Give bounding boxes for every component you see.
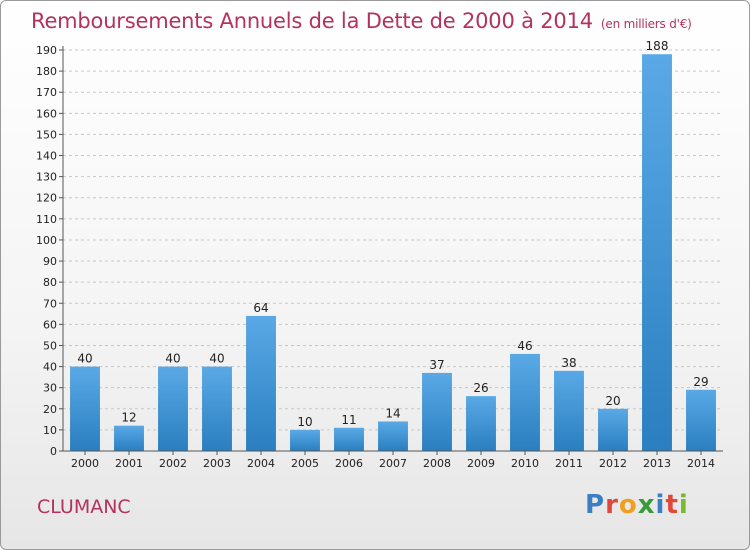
data-label-2008: 37	[429, 358, 444, 372]
x-tick-label-2005: 2005	[291, 457, 319, 470]
x-tick-label-2000: 2000	[71, 457, 99, 470]
bar-2010	[510, 353, 540, 451]
data-label-2013: 188	[646, 39, 669, 53]
data-label-2003: 40	[209, 352, 224, 366]
y-tick-label: 60	[43, 318, 57, 331]
commune-name: CLUMANC	[37, 496, 131, 518]
bar-2008	[422, 372, 452, 451]
x-tick-label-2001: 2001	[115, 457, 143, 470]
x-axis: 2000 2001 2002 2003 2004 2005 2006 2007 2008 2009…	[63, 450, 723, 470]
y-tick-label: 170	[36, 86, 57, 99]
x-tick-label-2012: 2012	[599, 457, 627, 470]
data-label-2009: 26	[473, 381, 488, 395]
x-tick-label-2007: 2007	[379, 457, 407, 470]
y-axis: 0 10 20 30 40 50 60 70 80 90 100 110 120 130 140 150 160…	[36, 44, 64, 458]
bar-2009	[466, 396, 496, 451]
y-tick-label: 40	[43, 361, 57, 374]
data-label-2006: 11	[341, 413, 356, 427]
y-tick-label: 120	[36, 192, 57, 205]
chart-unit: (en milliers d'€)	[600, 17, 692, 31]
x-tick-label-2002: 2002	[159, 457, 187, 470]
x-tick-label-2009: 2009	[467, 457, 495, 470]
data-label-2001: 12	[121, 411, 136, 425]
data-label-2002: 40	[165, 352, 180, 366]
y-tick-label: 100	[36, 234, 57, 247]
y-tick-label: 50	[43, 339, 57, 352]
proxiti-logo: Proxiti	[585, 490, 689, 520]
y-tick-label: 140	[36, 150, 57, 163]
y-tick-label: 10	[43, 424, 57, 437]
bar-2001	[114, 425, 144, 451]
bar-2005	[290, 429, 320, 451]
x-tick-label-2006: 2006	[335, 457, 363, 470]
data-label-2005: 10	[297, 415, 312, 429]
bar-2003	[202, 366, 232, 451]
logo-letter: o	[618, 490, 638, 520]
data-label-2014: 29	[693, 375, 708, 389]
x-tick-label-2014: 2014	[687, 457, 715, 470]
x-tick-label-2010: 2010	[511, 457, 539, 470]
y-tick-label: 0	[50, 445, 57, 458]
y-tick-label: 30	[43, 382, 57, 395]
bar-2007	[378, 421, 408, 451]
x-tick-label-2004: 2004	[247, 457, 275, 470]
y-tick-label: 110	[36, 213, 57, 226]
y-tick-label: 70	[43, 297, 57, 310]
y-tick-label: 180	[36, 65, 57, 78]
data-label-2010: 46	[517, 339, 532, 353]
data-label-2011: 38	[561, 356, 576, 370]
y-tick-label: 20	[43, 403, 57, 416]
bar-2000	[70, 366, 100, 451]
logo-letter: r	[605, 490, 619, 520]
y-tick-label: 150	[36, 128, 57, 141]
logo-letter: i	[655, 490, 666, 520]
logo-letter: t	[665, 490, 679, 520]
chart-title: Remboursements Annuels de la Dette de 20…	[31, 9, 692, 33]
data-labels: 40 12 40 40 64 10 11 14 37 26 46 38 20 188 29	[77, 39, 708, 429]
chart-title-text: Remboursements Annuels de la Dette de 20…	[31, 9, 593, 33]
bar-2004	[246, 315, 276, 451]
logo-letter: i	[678, 490, 689, 520]
x-tick-label-2013: 2013	[643, 457, 671, 470]
bars	[70, 54, 716, 451]
x-tick-label-2008: 2008	[423, 457, 451, 470]
logo-letter: x	[637, 490, 656, 520]
bar-2013	[642, 54, 672, 451]
y-tick-label: 130	[36, 171, 57, 184]
y-tick-label: 80	[43, 276, 57, 289]
bar-2002	[158, 366, 188, 451]
data-label-2000: 40	[77, 352, 92, 366]
bar-2011	[554, 370, 584, 451]
y-tick-label: 160	[36, 107, 57, 120]
logo-letter: P	[585, 490, 606, 520]
bar-2014	[686, 389, 716, 451]
x-tick-label-2003: 2003	[203, 457, 231, 470]
data-label-2012: 20	[605, 394, 620, 408]
bar-2012	[598, 408, 628, 451]
data-label-2004: 64	[253, 301, 268, 315]
bar-2006	[334, 427, 364, 451]
data-label-2007: 14	[385, 406, 400, 420]
y-tick-label: 190	[36, 44, 57, 57]
y-tick-label: 90	[43, 255, 57, 268]
x-tick-label-2011: 2011	[555, 457, 583, 470]
